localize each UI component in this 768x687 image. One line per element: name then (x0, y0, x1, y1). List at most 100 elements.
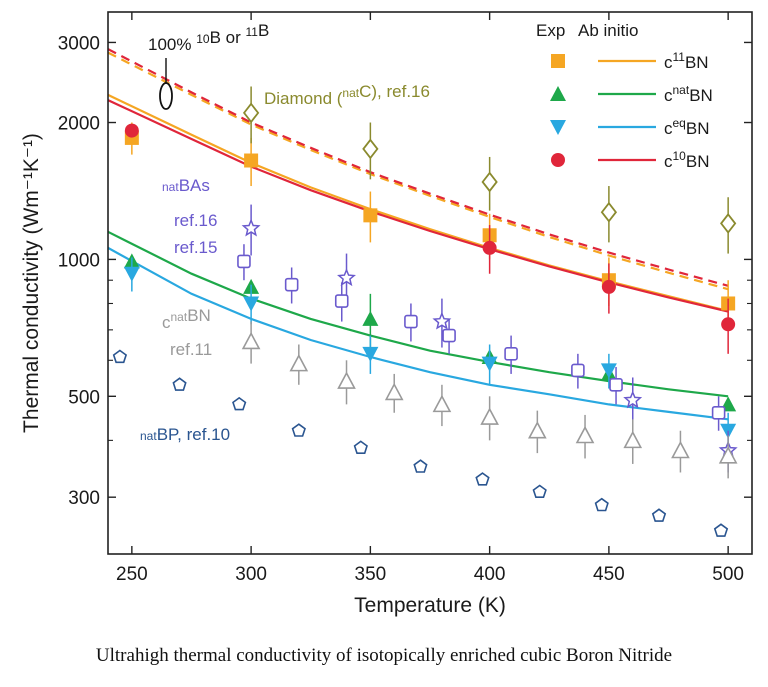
y-tick-label: 300 (68, 488, 100, 509)
superscript: nat (140, 429, 157, 443)
legend-header-exp: Exp (536, 21, 565, 40)
series-cnatbn-exp (123, 253, 737, 412)
enriched-oval-icon (159, 82, 173, 110)
x-tick-label: 350 (355, 564, 387, 585)
legend-entry: c10BN (551, 149, 709, 171)
data-point (404, 314, 418, 329)
plot-frame (107, 11, 753, 555)
legend-label-tail: BN (686, 152, 710, 171)
data-point (241, 331, 261, 350)
data-point (601, 279, 616, 294)
data-point (362, 346, 379, 362)
line-cnatbn-ab-initio (108, 230, 729, 398)
experimental-points (112, 86, 738, 537)
text-part: c (162, 313, 171, 332)
series-natbas-ref-15 (237, 244, 726, 431)
text-part: B or (210, 28, 246, 47)
data-point (651, 508, 667, 522)
annotation-bp: natBP, ref.10 (140, 425, 230, 444)
data-point (720, 212, 737, 234)
data-point (112, 349, 128, 364)
text-part: B (258, 21, 269, 40)
data-point (123, 266, 140, 282)
data-point (721, 317, 736, 332)
legend-label-tail: BN (689, 86, 713, 105)
data-point (594, 497, 609, 512)
data-point (242, 102, 260, 124)
series-ceqbn-exp (123, 257, 737, 451)
data-point (623, 390, 643, 409)
text-part: 100% (148, 35, 196, 54)
data-point (362, 310, 379, 326)
legend-label-sup: 11 (673, 50, 686, 64)
data-point (718, 446, 738, 464)
data-point (363, 208, 378, 223)
data-point (243, 296, 260, 312)
y-tick-label: 500 (68, 387, 100, 408)
data-point (532, 484, 547, 499)
data-point (600, 201, 618, 223)
data-point (232, 396, 247, 411)
legend-label-sup: 10 (673, 149, 687, 163)
annotation-bas-ref15: ref.15 (174, 238, 217, 257)
legend-label-sup: eq (673, 116, 686, 130)
series-cnatbn-ref-11 (241, 321, 738, 479)
data-point (337, 371, 356, 389)
data-point (291, 423, 306, 437)
legend-label-base: c (664, 119, 673, 138)
superscript: nat (171, 310, 188, 324)
x-tick-label: 400 (474, 564, 506, 585)
text-part: ref.11 (170, 340, 212, 359)
legend-label-tail: BN (685, 53, 709, 72)
legend-label: c10BN (664, 149, 709, 171)
legend-label: cnatBN (664, 83, 713, 105)
annotation-cnatbn: cnatBN (162, 306, 211, 332)
data-point (237, 254, 251, 269)
data-point (571, 363, 585, 378)
thermal-conductivity-chart: 250 300 350 400 450 500 300 500 1000 2000 3000 Temp… (20, 11, 753, 617)
data-point (527, 421, 547, 439)
text-part: BP, ref.10 (157, 425, 230, 444)
data-point (600, 363, 617, 379)
x-tick-label: 300 (235, 564, 267, 585)
data-point (442, 328, 456, 343)
annotation-enriched: 100% 10B or 11B (148, 21, 269, 54)
legend-marker (551, 54, 565, 68)
x-tick-label: 250 (116, 564, 148, 585)
y-tick-label: 2000 (58, 114, 100, 135)
text-part: BN (187, 306, 211, 325)
data-point (334, 294, 349, 308)
text-part: C), ref.16 (359, 82, 430, 101)
data-point (504, 347, 518, 361)
superscript: 11 (245, 25, 258, 39)
legend-label: ceqBN (664, 116, 709, 138)
superscript: 10 (196, 32, 210, 46)
data-point (244, 153, 259, 168)
annotation-diamond: Diamond (natC), ref.16 (264, 82, 430, 108)
superscript: nat (162, 180, 179, 194)
superscript: nat (342, 86, 359, 100)
y-tick-label: 1000 (58, 250, 100, 271)
data-point (481, 356, 498, 372)
legend-header-abinitio: Ab initio (578, 21, 638, 40)
legend-label-base: c (664, 53, 673, 72)
data-point (241, 218, 261, 237)
text-part: ref.16 (174, 211, 217, 230)
annotation-bas-name: natBAs (162, 176, 210, 195)
data-point (353, 440, 368, 455)
legend-label: c11BN (664, 50, 709, 72)
legend-label-sup: nat (673, 83, 690, 97)
ab-initio-lines (108, 48, 729, 421)
data-point (475, 472, 490, 486)
data-point (671, 440, 690, 459)
annotation-cnatbn-ref: ref.11 (170, 340, 212, 359)
data-point (362, 138, 379, 160)
axes: 250 300 350 400 450 500 300 500 1000 2000 3000 Temp… (20, 11, 753, 617)
data-point (432, 394, 452, 413)
legend-entry: ceqBN (550, 116, 709, 138)
data-point (711, 405, 726, 420)
data-point (413, 459, 428, 473)
legend-label-base: c (664, 152, 673, 171)
data-point (713, 523, 729, 537)
